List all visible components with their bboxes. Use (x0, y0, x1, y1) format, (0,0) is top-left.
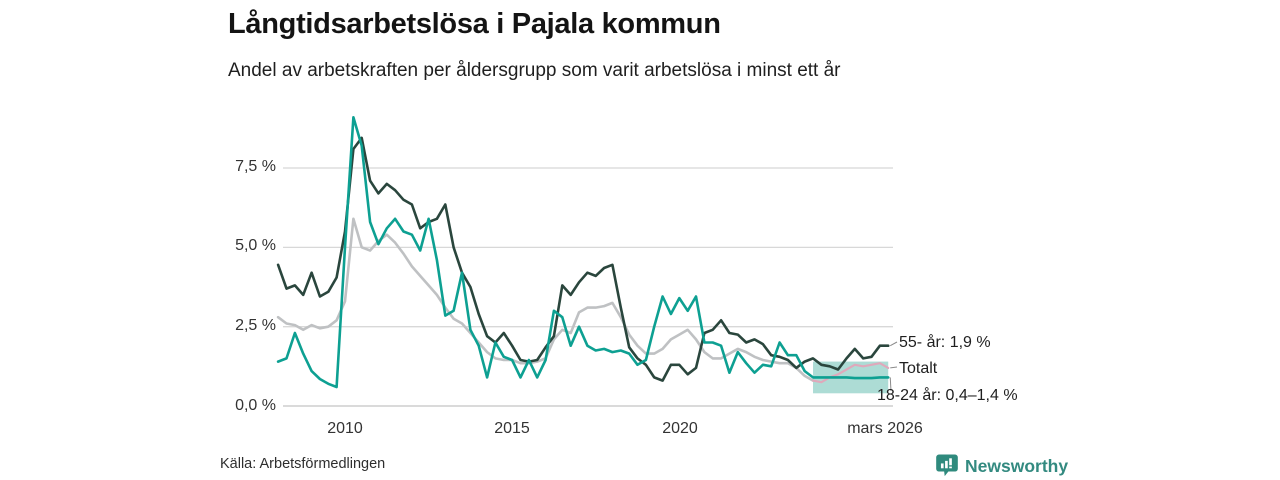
y-tick-5-0: 5,0 % (235, 237, 276, 254)
series-line-18-24-ar (276, 116, 890, 389)
newsworthy-bar-chart-icon (936, 454, 958, 478)
page-subtitle: Andel av arbetskraften per åldersgrupp s… (228, 60, 841, 81)
x-tick-2015: 2015 (494, 420, 530, 437)
x-tick-mars-2026: mars 2026 (847, 420, 923, 437)
y-tick-7-5: 7,5 % (235, 158, 276, 175)
series-label-18-24-ar: 18-24 år: 0,4–1,4 % (877, 387, 1018, 404)
annotation-connector (889, 341, 898, 347)
series-line-totalt-forecast (811, 362, 890, 384)
series-label-55-ar: 55- år: 1,9 % (899, 334, 991, 351)
series-label-totalt: Totalt (899, 360, 938, 377)
x-tick-2020: 2020 (662, 420, 698, 437)
y-tick-2-5: 2,5 % (235, 317, 276, 334)
page-title: Långtidsarbetslösa i Pajala kommun (228, 8, 721, 40)
y-tick-0: 0,0 % (235, 397, 276, 414)
annotation-connector (890, 366, 898, 369)
source-note: Källa: Arbetsförmedlingen (220, 456, 386, 472)
series-line-55-ar (276, 136, 890, 382)
newsworthy-wordmark: Newsworthy (965, 455, 1069, 476)
annotation-connector (889, 377, 892, 392)
x-tick-2010: 2010 (327, 420, 363, 437)
newsworthy-logo[interactable]: Newsworthy (936, 453, 1068, 479)
